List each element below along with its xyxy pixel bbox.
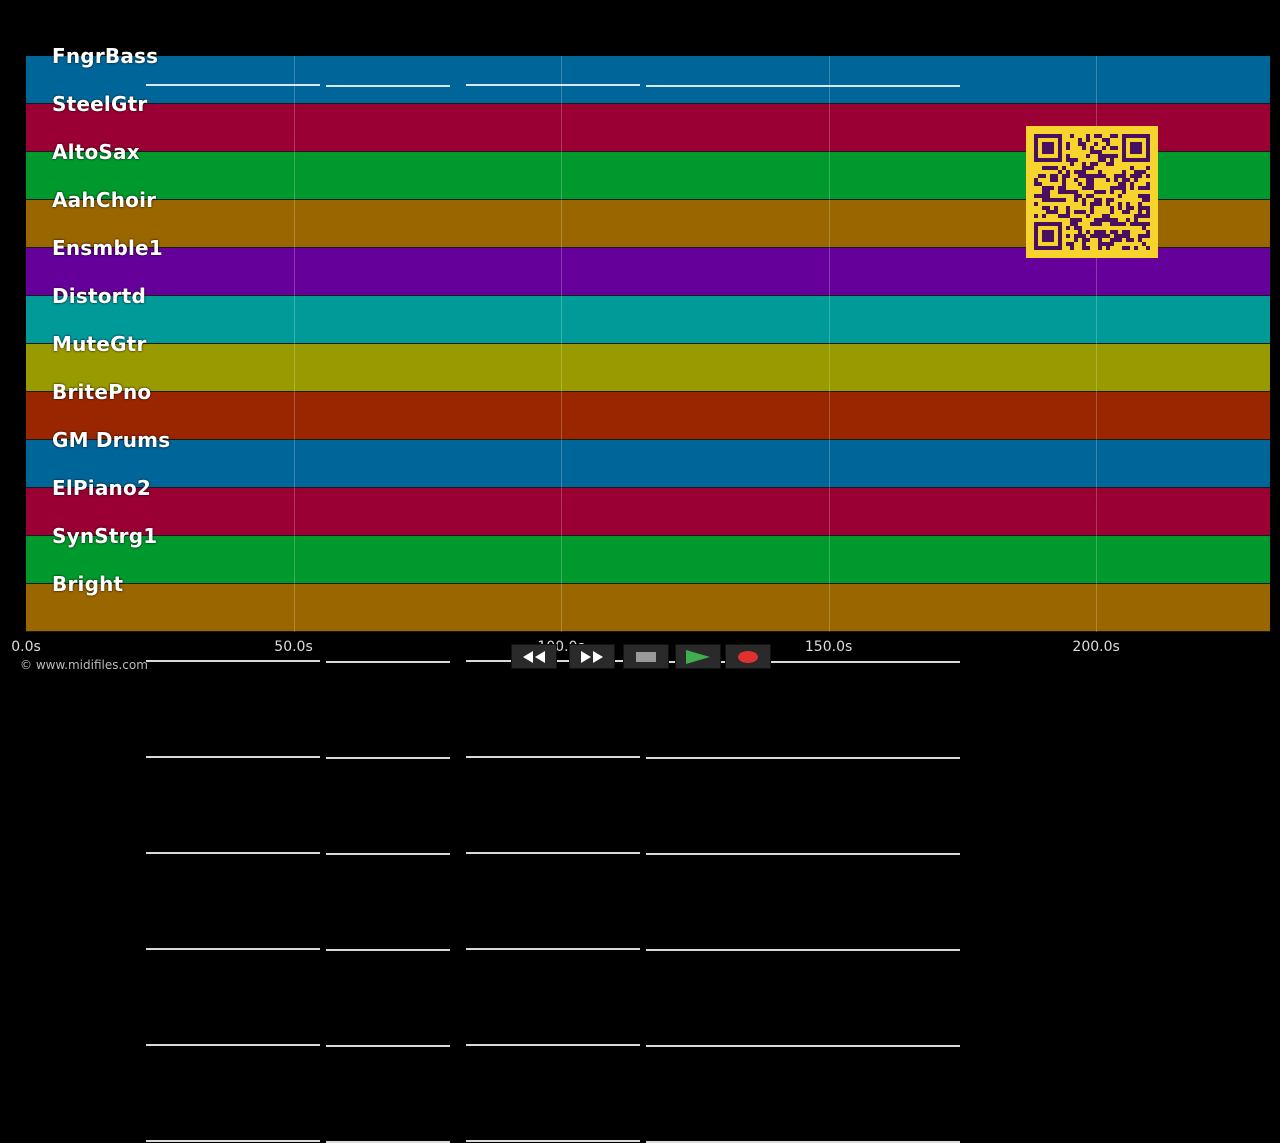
midi-note [146,852,320,854]
time-tick-label: 200.0s [1072,639,1120,655]
midi-note [466,948,640,950]
track-name: Ensmble1 [52,236,163,260]
qr-code[interactable] [1026,126,1158,258]
track-name: GM Drums [52,428,171,452]
midi-note [326,949,450,951]
midi-note [146,756,320,758]
midi-note [646,661,960,663]
grid-line [1096,56,1098,632]
time-tick-label: 50.0s [274,639,313,655]
midi-note [646,757,960,759]
track-name: AltoSax [52,140,140,164]
midi-note [326,757,450,759]
midi-note [466,852,640,854]
midi-note [646,949,960,951]
midi-note [466,84,640,86]
grid-line [561,56,563,632]
copyright-text: © www.midifiles.com [20,658,148,672]
midi-note [466,1140,640,1142]
track-name: FngrBass [52,44,159,68]
record-button[interactable] [725,644,771,669]
track-name: AahChoir [52,188,157,212]
midi-note [326,661,450,663]
time-tick-label: 0.0s [11,639,41,655]
rewind-button[interactable] [511,644,557,669]
track-lane [26,344,1270,663]
transport-controls [511,644,771,669]
qr-code-image [1034,134,1150,250]
midi-note [466,756,640,758]
midi-note [146,84,320,86]
midi-note [326,1141,450,1143]
play-button[interactable] [675,644,721,669]
track-lane [26,56,1270,104]
midi-note [646,853,960,855]
piano-roll [26,56,1270,1143]
midi-note [326,1045,450,1047]
track-name: BritePno [52,380,152,404]
record-icon [738,650,758,663]
track-name: ElPiano2 [52,476,152,500]
track-name: MuteGtr [52,332,147,356]
midi-note [646,85,960,87]
midi-note [146,948,320,950]
grid-line [293,56,295,632]
track-name: Distortd [52,284,147,308]
track-name: SteelGtr [52,92,148,116]
track-lane [26,440,1270,855]
fast-forward-button[interactable] [569,644,615,669]
track-lane [26,584,1270,1143]
track-name: SynStrg1 [52,524,158,548]
midi-note [146,1044,320,1046]
midi-note [646,1141,960,1143]
stop-button[interactable] [623,644,669,669]
stop-icon [636,651,656,662]
track-lane [26,392,1270,759]
midi-note [146,1140,320,1142]
play-icon [686,649,710,664]
track-lane [26,488,1270,951]
track-name: Bright [52,572,124,596]
midi-note [466,1044,640,1046]
midi-note [326,85,450,87]
midi-note [146,660,320,662]
midi-note [646,1045,960,1047]
midi-note [326,853,450,855]
fast-forward-icon [581,650,603,663]
rewind-icon [523,650,545,663]
grid-line [828,56,830,632]
time-tick-label: 150.0s [804,639,853,655]
track-lane [26,536,1270,1047]
track-lane [26,296,1270,567]
